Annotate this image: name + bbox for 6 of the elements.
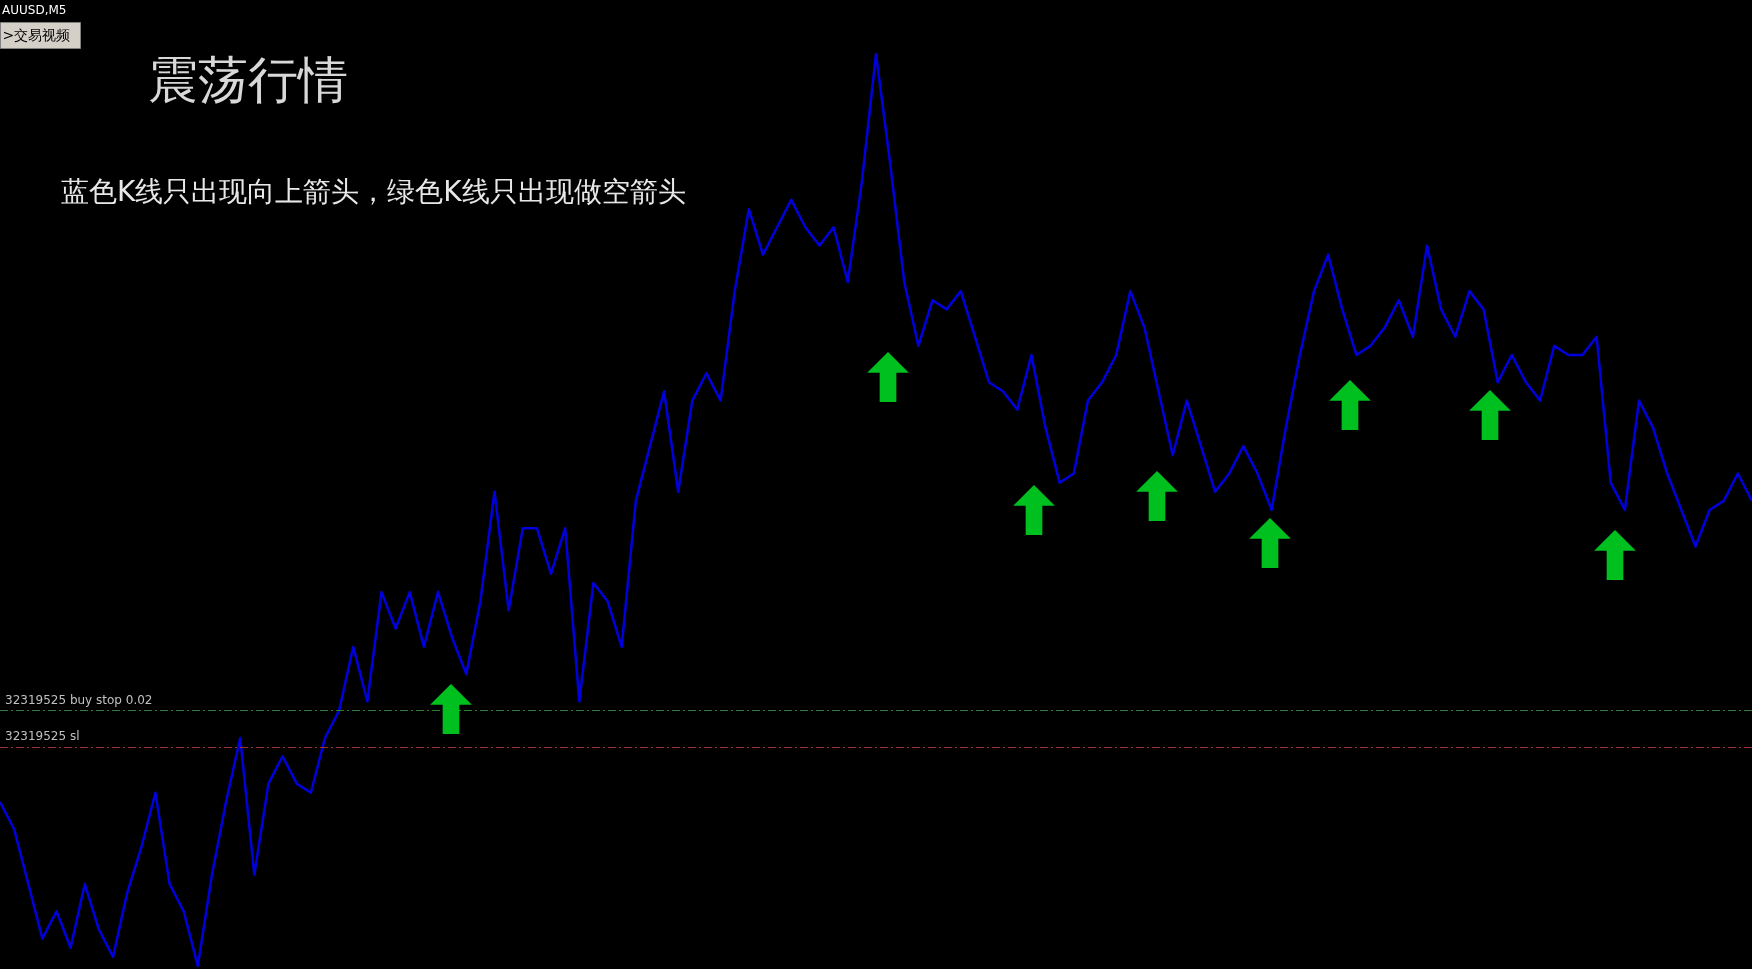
chart-title: 震荡行情 — [148, 51, 348, 109]
text: 蓝色K线只出现向上箭头，绿色K线只出现做空箭头 — [61, 174, 686, 208]
ref-line-label: 32319525 sl — [5, 729, 80, 744]
ref-line-label: 32319525 buy stop 0.02 — [5, 692, 153, 707]
text: AUUSD,M5 — [2, 3, 67, 17]
text: >交易视频 — [2, 26, 71, 43]
